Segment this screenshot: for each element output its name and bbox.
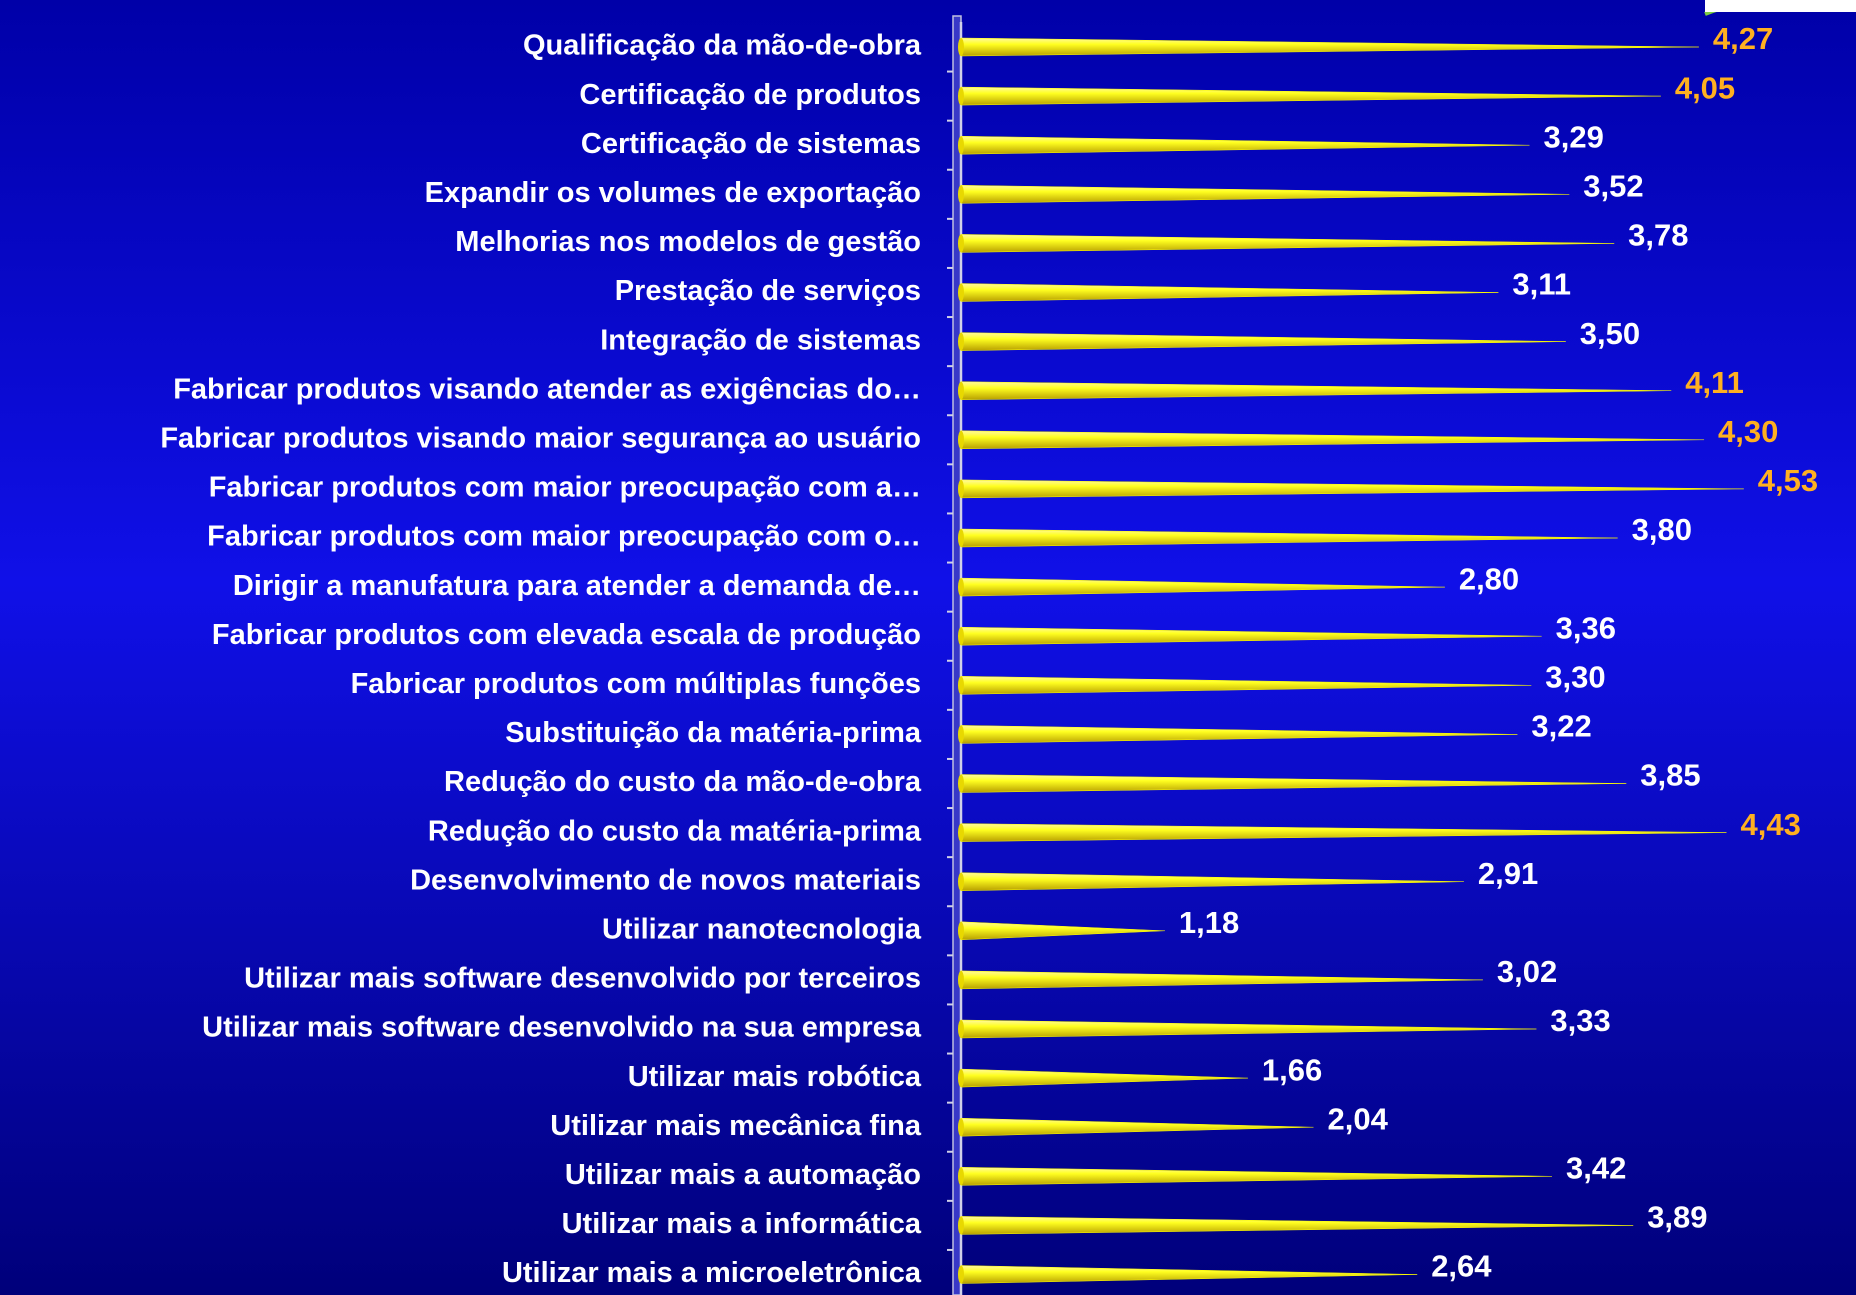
bar-base [958,283,964,302]
value-label: 1,66 [1262,1052,1322,1087]
category-label: Redução do custo da mão-de-obra [444,766,922,798]
value-label: 3,50 [1580,316,1640,351]
bar-base [958,1167,964,1186]
category-label: Fabricar produtos com maior preocupação … [209,472,921,504]
category-label: Dirigir a manufatura para atender a dema… [233,570,921,602]
bar-base [958,38,964,56]
bar-base [958,774,964,793]
bar-base [958,87,964,106]
value-label: 1,18 [1179,905,1239,940]
bar-base [958,627,964,646]
bar-base [958,1216,964,1235]
value-label: 3,02 [1497,954,1557,989]
value-label: 3,89 [1647,1200,1707,1235]
value-label: 4,27 [1713,21,1773,56]
category-label: Expandir os volumes de exportação [425,177,921,209]
category-label: Qualificação da mão-de-obra [523,30,922,62]
category-label: Utilizar mais a microeletrônica [502,1257,922,1289]
bar-base [958,1118,964,1137]
value-label: 3,52 [1583,168,1643,203]
category-label: Melhorias nos modelos de gestão [455,226,921,258]
bar-base [958,872,964,891]
value-label: 3,22 [1531,709,1591,744]
bar-base [958,970,964,989]
value-label: 4,53 [1758,463,1818,498]
value-label: 3,80 [1632,512,1692,547]
bar-base [958,136,964,155]
value-label: 2,04 [1328,1101,1389,1136]
value-label: 4,43 [1741,807,1801,842]
category-label: Fabricar produtos com maior preocupação … [207,521,921,553]
category-label: Utilizar mais robótica [628,1061,922,1093]
value-label: 3,85 [1640,758,1700,793]
bar-base [958,430,964,449]
logo [1705,0,1856,12]
category-label: Utilizar mais software desenvolvido na s… [202,1012,922,1044]
category-label: Fabricar produtos visando maior seguranç… [160,422,921,454]
bar-base [958,921,964,940]
bar-base [958,185,964,204]
value-label: 3,42 [1566,1150,1626,1185]
value-label: 3,11 [1512,267,1571,302]
category-label: Utilizar mais a informática [562,1208,922,1240]
bar-base [958,578,964,597]
plot-area: Qualificação da mão-de-obra 4,27 Certifica… [160,15,1818,1295]
bar-base [958,529,964,547]
category-label: Utilizar nanotecnologia [602,913,922,945]
value-label: 4,05 [1675,70,1735,105]
category-label: Certificação de produtos [579,79,921,111]
value-label: 2,91 [1478,856,1538,891]
bar-base [958,234,964,253]
category-label: Certificação de sistemas [581,128,921,160]
value-label: 2,80 [1459,561,1519,596]
category-label: Utilizar mais a automação [565,1159,921,1191]
value-label: 4,11 [1685,365,1744,400]
bar-base [958,381,964,400]
category-label: Redução do custo da matéria-prima [428,815,922,847]
bar-base [958,479,964,498]
category-label: Fabricar produtos visando atender as exi… [173,373,921,405]
category-label: Desenvolvimento de novos materiais [410,864,921,896]
value-label: 3,36 [1556,610,1616,645]
category-label: Fabricar produtos com múltiplas funções [351,668,921,700]
bar-base [958,1069,964,1088]
category-label: Utilizar mais mecânica fina [550,1110,922,1142]
bar-base [958,823,964,842]
bar-base [958,725,964,744]
value-label: 4,30 [1718,414,1778,449]
category-label: Prestação de serviços [615,275,921,307]
value-label: 3,33 [1550,1003,1610,1038]
category-label: Utilizar mais software desenvolvido por … [244,963,921,995]
category-label: Integração de sistemas [600,324,921,356]
value-label: 2,64 [1431,1249,1492,1284]
category-label: Substituição da matéria-prima [505,717,922,749]
category-label: Fabricar produtos com elevada escala de … [212,619,921,651]
value-label: 3,29 [1544,119,1604,154]
bar-base [958,676,964,695]
bar-base [958,332,964,351]
bar-base [958,1020,964,1038]
value-label: 3,78 [1628,218,1688,253]
bar-base [958,1265,964,1284]
value-label: 3,30 [1545,659,1605,694]
